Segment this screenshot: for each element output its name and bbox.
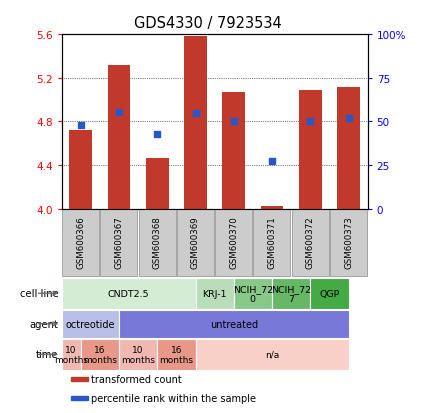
FancyBboxPatch shape [62,339,81,370]
Text: QGP: QGP [319,289,340,298]
FancyBboxPatch shape [139,210,176,277]
Point [192,110,199,117]
Bar [337,87,360,209]
Text: 16
months: 16 months [159,345,193,364]
Point [230,119,237,126]
FancyBboxPatch shape [100,210,137,277]
Text: NCIH_72
0: NCIH_72 0 [233,284,273,303]
FancyBboxPatch shape [253,210,290,277]
FancyBboxPatch shape [81,339,119,370]
Text: untreated: untreated [210,319,258,329]
FancyBboxPatch shape [272,278,310,309]
Text: GSM600372: GSM600372 [306,216,315,268]
FancyBboxPatch shape [177,210,214,277]
Bar [71,396,88,400]
Text: octreotide: octreotide [65,319,115,329]
FancyBboxPatch shape [196,339,348,370]
FancyBboxPatch shape [215,210,252,277]
Point [307,119,314,126]
Text: GSM600368: GSM600368 [153,216,162,268]
FancyBboxPatch shape [119,310,348,338]
Bar [222,93,245,209]
Bar [146,159,169,209]
Text: GSM600373: GSM600373 [344,216,353,268]
Text: GDS4330 / 7923534: GDS4330 / 7923534 [134,16,282,31]
Point [269,158,275,164]
Bar [108,66,130,209]
FancyBboxPatch shape [310,278,348,309]
Text: 10
months: 10 months [54,345,88,364]
FancyBboxPatch shape [292,210,329,277]
FancyBboxPatch shape [234,278,272,309]
Text: 10
months: 10 months [121,345,155,364]
Text: agent: agent [30,319,59,329]
Point [77,122,84,128]
Text: GSM600370: GSM600370 [229,216,238,268]
Text: NCIH_72
7: NCIH_72 7 [271,284,311,303]
Bar [261,207,283,209]
FancyBboxPatch shape [196,278,234,309]
FancyBboxPatch shape [62,210,99,277]
FancyBboxPatch shape [157,339,196,370]
Point [154,132,161,138]
Point [345,116,352,122]
Text: transformed count: transformed count [91,374,181,384]
Bar [299,90,322,209]
Text: cell line: cell line [20,289,59,299]
Bar [184,37,207,209]
FancyBboxPatch shape [119,339,157,370]
FancyBboxPatch shape [62,278,196,309]
Text: 16
months: 16 months [83,345,117,364]
Text: GSM600369: GSM600369 [191,216,200,268]
Text: n/a: n/a [265,350,279,359]
Text: GSM600371: GSM600371 [267,216,277,268]
Text: CNDT2.5: CNDT2.5 [108,289,149,298]
FancyBboxPatch shape [62,310,119,338]
Text: KRJ-1: KRJ-1 [202,289,227,298]
Text: GSM600366: GSM600366 [76,216,85,268]
Bar [71,377,88,381]
Text: percentile rank within the sample: percentile rank within the sample [91,393,256,403]
Text: GSM600367: GSM600367 [114,216,124,268]
Bar [69,131,92,209]
Text: time: time [36,349,59,359]
FancyBboxPatch shape [330,210,367,277]
Point [116,109,122,116]
